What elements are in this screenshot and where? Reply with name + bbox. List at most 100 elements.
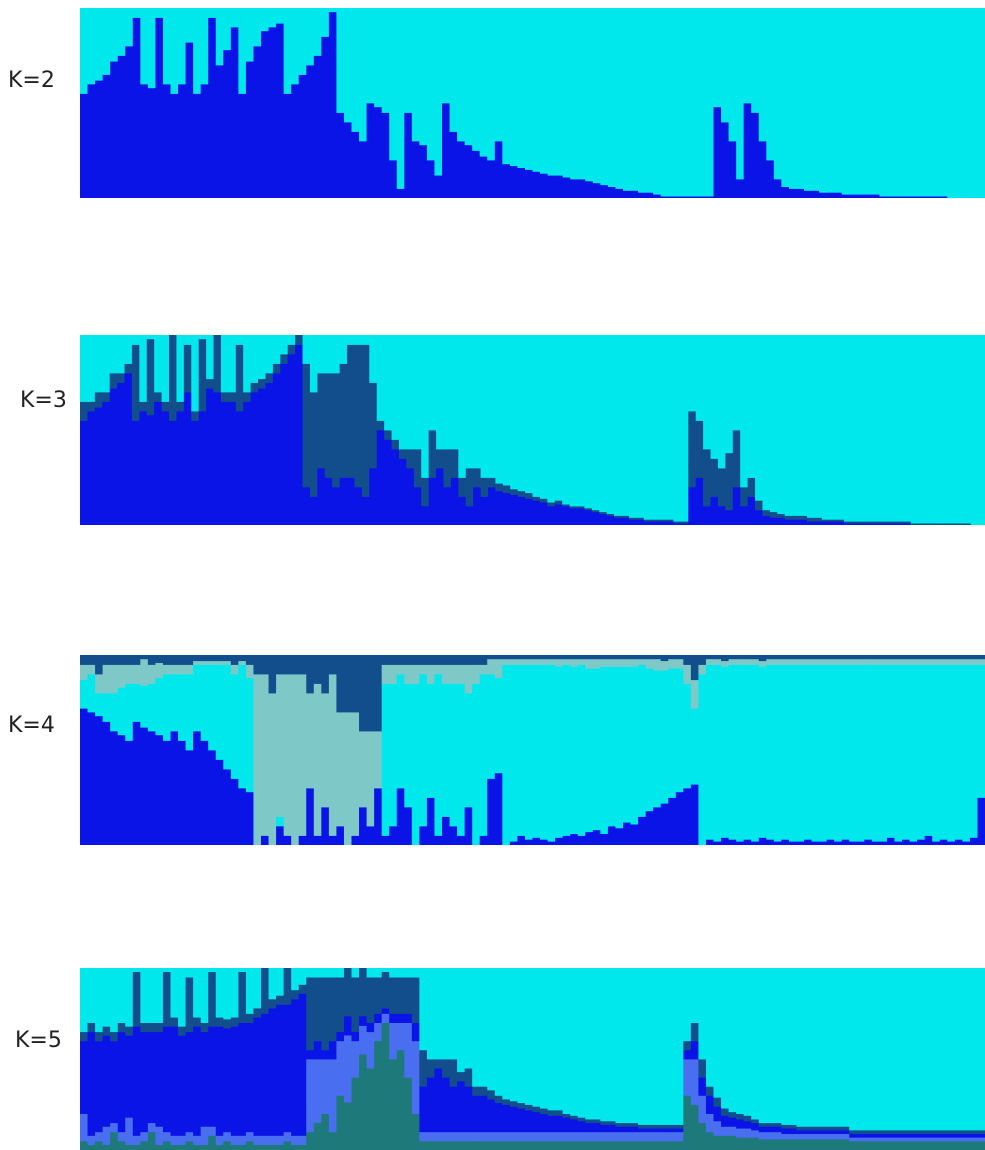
bar-segment-k3-s2 — [347, 335, 356, 345]
bar-segment-k4-s0 — [442, 816, 451, 845]
bar-segment-k5-s2 — [947, 1133, 956, 1138]
bar-segment-k3-s2 — [309, 335, 318, 393]
bar-segment-k5-s1 — [532, 1131, 541, 1142]
bar-segment-k3-s0 — [391, 449, 400, 525]
bar-segment-k4-s3 — [117, 655, 126, 665]
bar-segment-k5-s0 — [758, 1139, 767, 1150]
bar-segment-k5-s1 — [524, 1131, 534, 1142]
bar-segment-k5-s2 — [200, 1031, 209, 1127]
bar-segment-k2-s0 — [909, 196, 918, 198]
bar-segment-k4-s1 — [570, 666, 579, 834]
bar-segment-k5-s3 — [660, 1124, 669, 1129]
bar-segment-k5-s1 — [577, 1131, 586, 1142]
bar-segment-k3-s0 — [228, 401, 237, 525]
bar-segment-k4-s0 — [705, 839, 715, 845]
bar-segment-k4-s0 — [283, 835, 292, 845]
bar-segment-k5-s0 — [147, 1131, 157, 1150]
bar-segment-k5-s0 — [932, 1140, 941, 1150]
bar-segment-k3-s2 — [131, 335, 140, 345]
bar-segment-k4-s2 — [457, 664, 466, 684]
bar-segment-k5-s0 — [426, 1140, 436, 1150]
bar-segment-k5-s3 — [328, 977, 338, 1042]
bar-segment-k4-s2 — [464, 664, 473, 694]
bar-segment-k3-s1 — [799, 515, 808, 520]
bar-segment-k4-s2 — [796, 658, 805, 665]
bar-segment-k5-s0 — [351, 1077, 360, 1150]
bar-segment-k4-s2 — [540, 658, 549, 665]
bar-segment-k2-s0 — [261, 30, 270, 198]
bar-segment-k2-s0 — [796, 188, 805, 198]
bar-segment-k5-s0 — [442, 1140, 451, 1150]
bar-segment-k5-s3 — [577, 1117, 586, 1122]
bar-segment-k3-s0 — [421, 506, 430, 525]
bar-segment-k3-s0 — [436, 468, 445, 525]
bar-segment-k3-s2 — [777, 335, 786, 514]
bar-segment-k3-s1 — [124, 363, 133, 374]
bar-segment-k5-s3 — [766, 1122, 775, 1127]
bar-segment-k3-s1 — [955, 523, 964, 525]
bar-segment-k4-s1 — [230, 674, 239, 779]
bar-segment-k5-s4 — [849, 968, 858, 1131]
bar-segment-k4-s2 — [570, 658, 579, 667]
bar-segment-k5-s1 — [886, 1137, 896, 1142]
bar-segment-k2-s1 — [751, 8, 760, 113]
bar-segment-k3-s1 — [80, 401, 89, 421]
bar-segment-k4-s0 — [788, 841, 798, 845]
bar-segment-k4-s0 — [155, 734, 164, 845]
bar-segment-k5-s4 — [675, 968, 684, 1125]
bar-segment-k5-s4 — [540, 968, 549, 1109]
bar-segment-k3-s2 — [591, 335, 600, 511]
bar-segment-k5-s3 — [245, 1013, 255, 1023]
bar-segment-k5-s1 — [811, 1133, 820, 1140]
bar-segment-k3-s0 — [287, 354, 296, 525]
bar-segment-k5-s0 — [276, 1144, 285, 1150]
bar-segment-k4-s0 — [653, 807, 662, 845]
bar-segment-k5-s1 — [464, 1131, 473, 1142]
bar-segment-k4-s1 — [80, 679, 89, 709]
bar-segment-k5-s2 — [834, 1129, 843, 1135]
bar-segment-k2-s1 — [336, 8, 345, 113]
bar-segment-k3-s2 — [391, 335, 400, 440]
bar-segment-k4-s3 — [185, 655, 194, 665]
bar-segment-k2-s1 — [902, 8, 911, 197]
bar-segment-k4-s2 — [705, 658, 715, 665]
bar-segment-k2-s0 — [479, 156, 488, 198]
bar-segment-k5-s2 — [524, 1109, 534, 1133]
bar-segment-k3-s2 — [888, 335, 897, 522]
bar-segment-k5-s0 — [781, 1139, 790, 1150]
bar-segment-k5-s1 — [924, 1137, 933, 1142]
bar-segment-k3-s2 — [829, 335, 838, 520]
bar-segment-k5-s2 — [147, 1031, 157, 1124]
bar-segment-k4-s2 — [193, 660, 202, 665]
bar-segment-k5-s1 — [178, 1135, 187, 1145]
bar-segment-k4-s2 — [969, 658, 979, 665]
bar-segment-k5-s1 — [879, 1137, 888, 1142]
bar-segment-k4-s3 — [298, 655, 307, 675]
bar-segment-k2-s1 — [140, 8, 149, 85]
bar-segment-k5-s0 — [389, 1059, 398, 1150]
bar-segment-k5-s2 — [773, 1126, 782, 1133]
bar-segment-k2-s0 — [668, 196, 677, 198]
bar-segment-k4-s0 — [200, 740, 209, 845]
bar-segment-k4-s2 — [276, 674, 285, 817]
bar-segment-k3-s1 — [421, 477, 430, 507]
bar-segment-k4-s2 — [819, 658, 828, 665]
bar-segment-k5-s4 — [117, 968, 126, 1023]
bar-segment-k5-s4 — [638, 968, 647, 1125]
bar-segment-k4-s2 — [230, 664, 239, 675]
bar-segment-k3-s2 — [732, 335, 741, 431]
bar-segment-k2-s1 — [132, 8, 141, 18]
bar-segment-k2-s1 — [736, 8, 745, 180]
bar-segment-k5-s4 — [110, 968, 119, 1033]
bar-segment-k3-s1 — [792, 515, 801, 520]
bar-segment-k2-s0 — [155, 17, 164, 198]
bar-segment-k5-s0 — [449, 1140, 458, 1150]
bar-segment-k4-s0 — [230, 778, 239, 845]
bar-segment-k5-s3 — [969, 1129, 979, 1135]
bar-segment-k4-s0 — [683, 788, 692, 845]
bar-segment-k5-s3 — [623, 1122, 632, 1127]
bar-segment-k3-s2 — [643, 335, 652, 520]
bar-segment-k5-s4 — [947, 968, 956, 1131]
bar-segment-k4-s2 — [585, 658, 594, 669]
bar-segment-k4-s3 — [494, 655, 503, 660]
